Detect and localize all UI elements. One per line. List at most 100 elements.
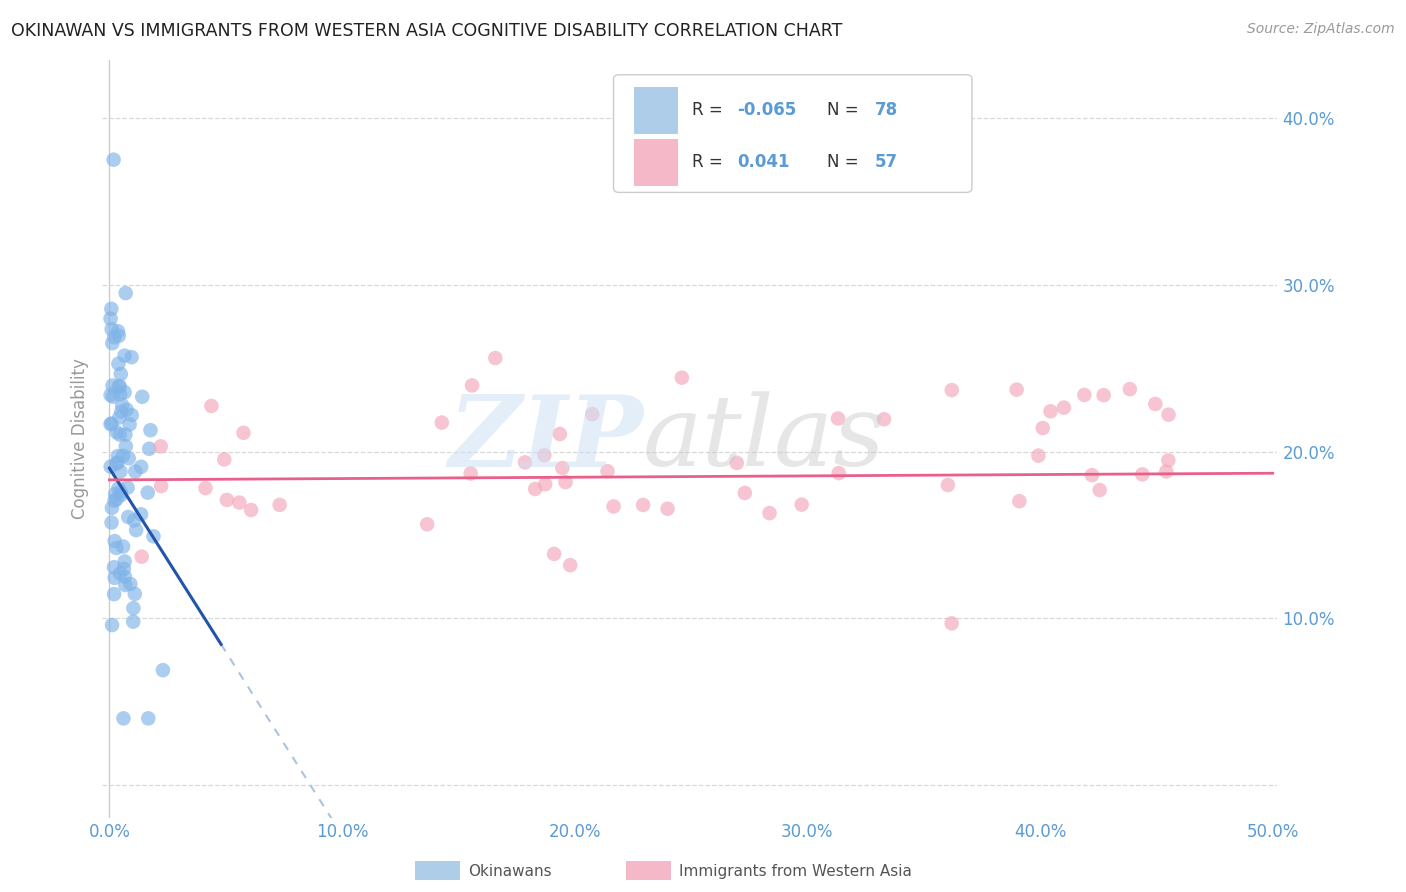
Point bbox=[139, 423, 162, 437]
Point bbox=[112, 540, 135, 554]
Point bbox=[103, 153, 125, 167]
Point bbox=[101, 336, 124, 351]
Point bbox=[1144, 397, 1167, 411]
Point bbox=[524, 482, 547, 496]
Point bbox=[1092, 388, 1115, 402]
Point bbox=[112, 449, 135, 463]
Point bbox=[107, 449, 129, 463]
Point bbox=[108, 566, 131, 581]
Point bbox=[110, 405, 132, 419]
Point bbox=[1088, 483, 1111, 497]
Point bbox=[107, 482, 129, 496]
Point bbox=[136, 711, 159, 725]
Point bbox=[129, 508, 152, 522]
Point bbox=[117, 510, 139, 524]
Point bbox=[114, 578, 136, 592]
Point bbox=[104, 571, 127, 585]
Point bbox=[142, 529, 165, 543]
Point bbox=[1157, 453, 1180, 467]
Text: N =: N = bbox=[827, 102, 865, 120]
Point bbox=[543, 547, 565, 561]
Point bbox=[554, 475, 576, 490]
Point bbox=[108, 387, 131, 401]
Point bbox=[100, 301, 122, 316]
Point bbox=[1053, 401, 1076, 415]
Point bbox=[101, 500, 124, 515]
Point bbox=[114, 349, 136, 363]
Point bbox=[1157, 408, 1180, 422]
Point bbox=[108, 379, 131, 393]
Point bbox=[1156, 465, 1178, 479]
Point bbox=[112, 562, 135, 576]
Point bbox=[101, 390, 124, 404]
Point bbox=[110, 485, 132, 500]
Point bbox=[104, 534, 127, 549]
Point bbox=[101, 618, 124, 632]
Point bbox=[110, 488, 132, 502]
Point bbox=[1039, 404, 1062, 418]
Text: R =: R = bbox=[692, 102, 728, 120]
Text: -0.065: -0.065 bbox=[737, 102, 796, 120]
Point bbox=[107, 379, 129, 393]
Point bbox=[460, 467, 482, 481]
Point bbox=[936, 478, 959, 492]
Point bbox=[114, 286, 136, 301]
Point bbox=[103, 560, 125, 574]
Point bbox=[152, 663, 174, 677]
Point bbox=[138, 442, 160, 456]
Point bbox=[269, 498, 291, 512]
Point bbox=[120, 577, 142, 591]
Point bbox=[1008, 494, 1031, 508]
Point bbox=[232, 425, 254, 440]
Bar bbox=[634, 138, 678, 186]
Point bbox=[1028, 449, 1050, 463]
Text: atlas: atlas bbox=[643, 392, 886, 487]
Point bbox=[100, 459, 122, 474]
Point bbox=[122, 601, 145, 615]
Point bbox=[513, 455, 536, 469]
Point bbox=[100, 417, 122, 431]
Point bbox=[1130, 467, 1153, 482]
Point bbox=[131, 390, 153, 404]
Point bbox=[129, 459, 152, 474]
Point bbox=[124, 587, 146, 601]
Point bbox=[212, 452, 235, 467]
Text: 78: 78 bbox=[875, 102, 897, 120]
Text: N =: N = bbox=[827, 153, 865, 171]
Point bbox=[103, 330, 125, 344]
Point bbox=[1081, 468, 1104, 483]
Point bbox=[111, 398, 134, 412]
Point bbox=[117, 481, 139, 495]
Point bbox=[100, 322, 122, 336]
Text: 0.041: 0.041 bbox=[737, 153, 789, 171]
Point bbox=[105, 541, 128, 555]
Point bbox=[416, 517, 439, 532]
Point bbox=[114, 427, 136, 442]
Point bbox=[560, 558, 582, 573]
Text: Immigrants from Western Asia: Immigrants from Western Asia bbox=[679, 864, 912, 879]
Point bbox=[104, 487, 127, 501]
Point bbox=[103, 587, 125, 601]
Point bbox=[827, 411, 849, 425]
Point bbox=[1119, 382, 1142, 396]
Text: ZIP: ZIP bbox=[449, 391, 643, 487]
Point bbox=[548, 427, 571, 442]
Point bbox=[828, 466, 851, 480]
Point bbox=[790, 498, 813, 512]
Point bbox=[121, 350, 143, 364]
Point bbox=[631, 498, 654, 512]
Point bbox=[941, 383, 963, 397]
Text: 57: 57 bbox=[875, 153, 897, 171]
Point bbox=[228, 495, 250, 509]
Point bbox=[100, 311, 122, 326]
Point bbox=[114, 569, 136, 583]
Point bbox=[200, 399, 222, 413]
Point bbox=[461, 378, 484, 392]
Point bbox=[118, 417, 141, 432]
Point bbox=[112, 711, 135, 725]
Point bbox=[873, 412, 896, 426]
Point bbox=[107, 328, 129, 343]
Point bbox=[484, 351, 506, 365]
Point bbox=[115, 402, 138, 417]
Point bbox=[105, 425, 128, 440]
